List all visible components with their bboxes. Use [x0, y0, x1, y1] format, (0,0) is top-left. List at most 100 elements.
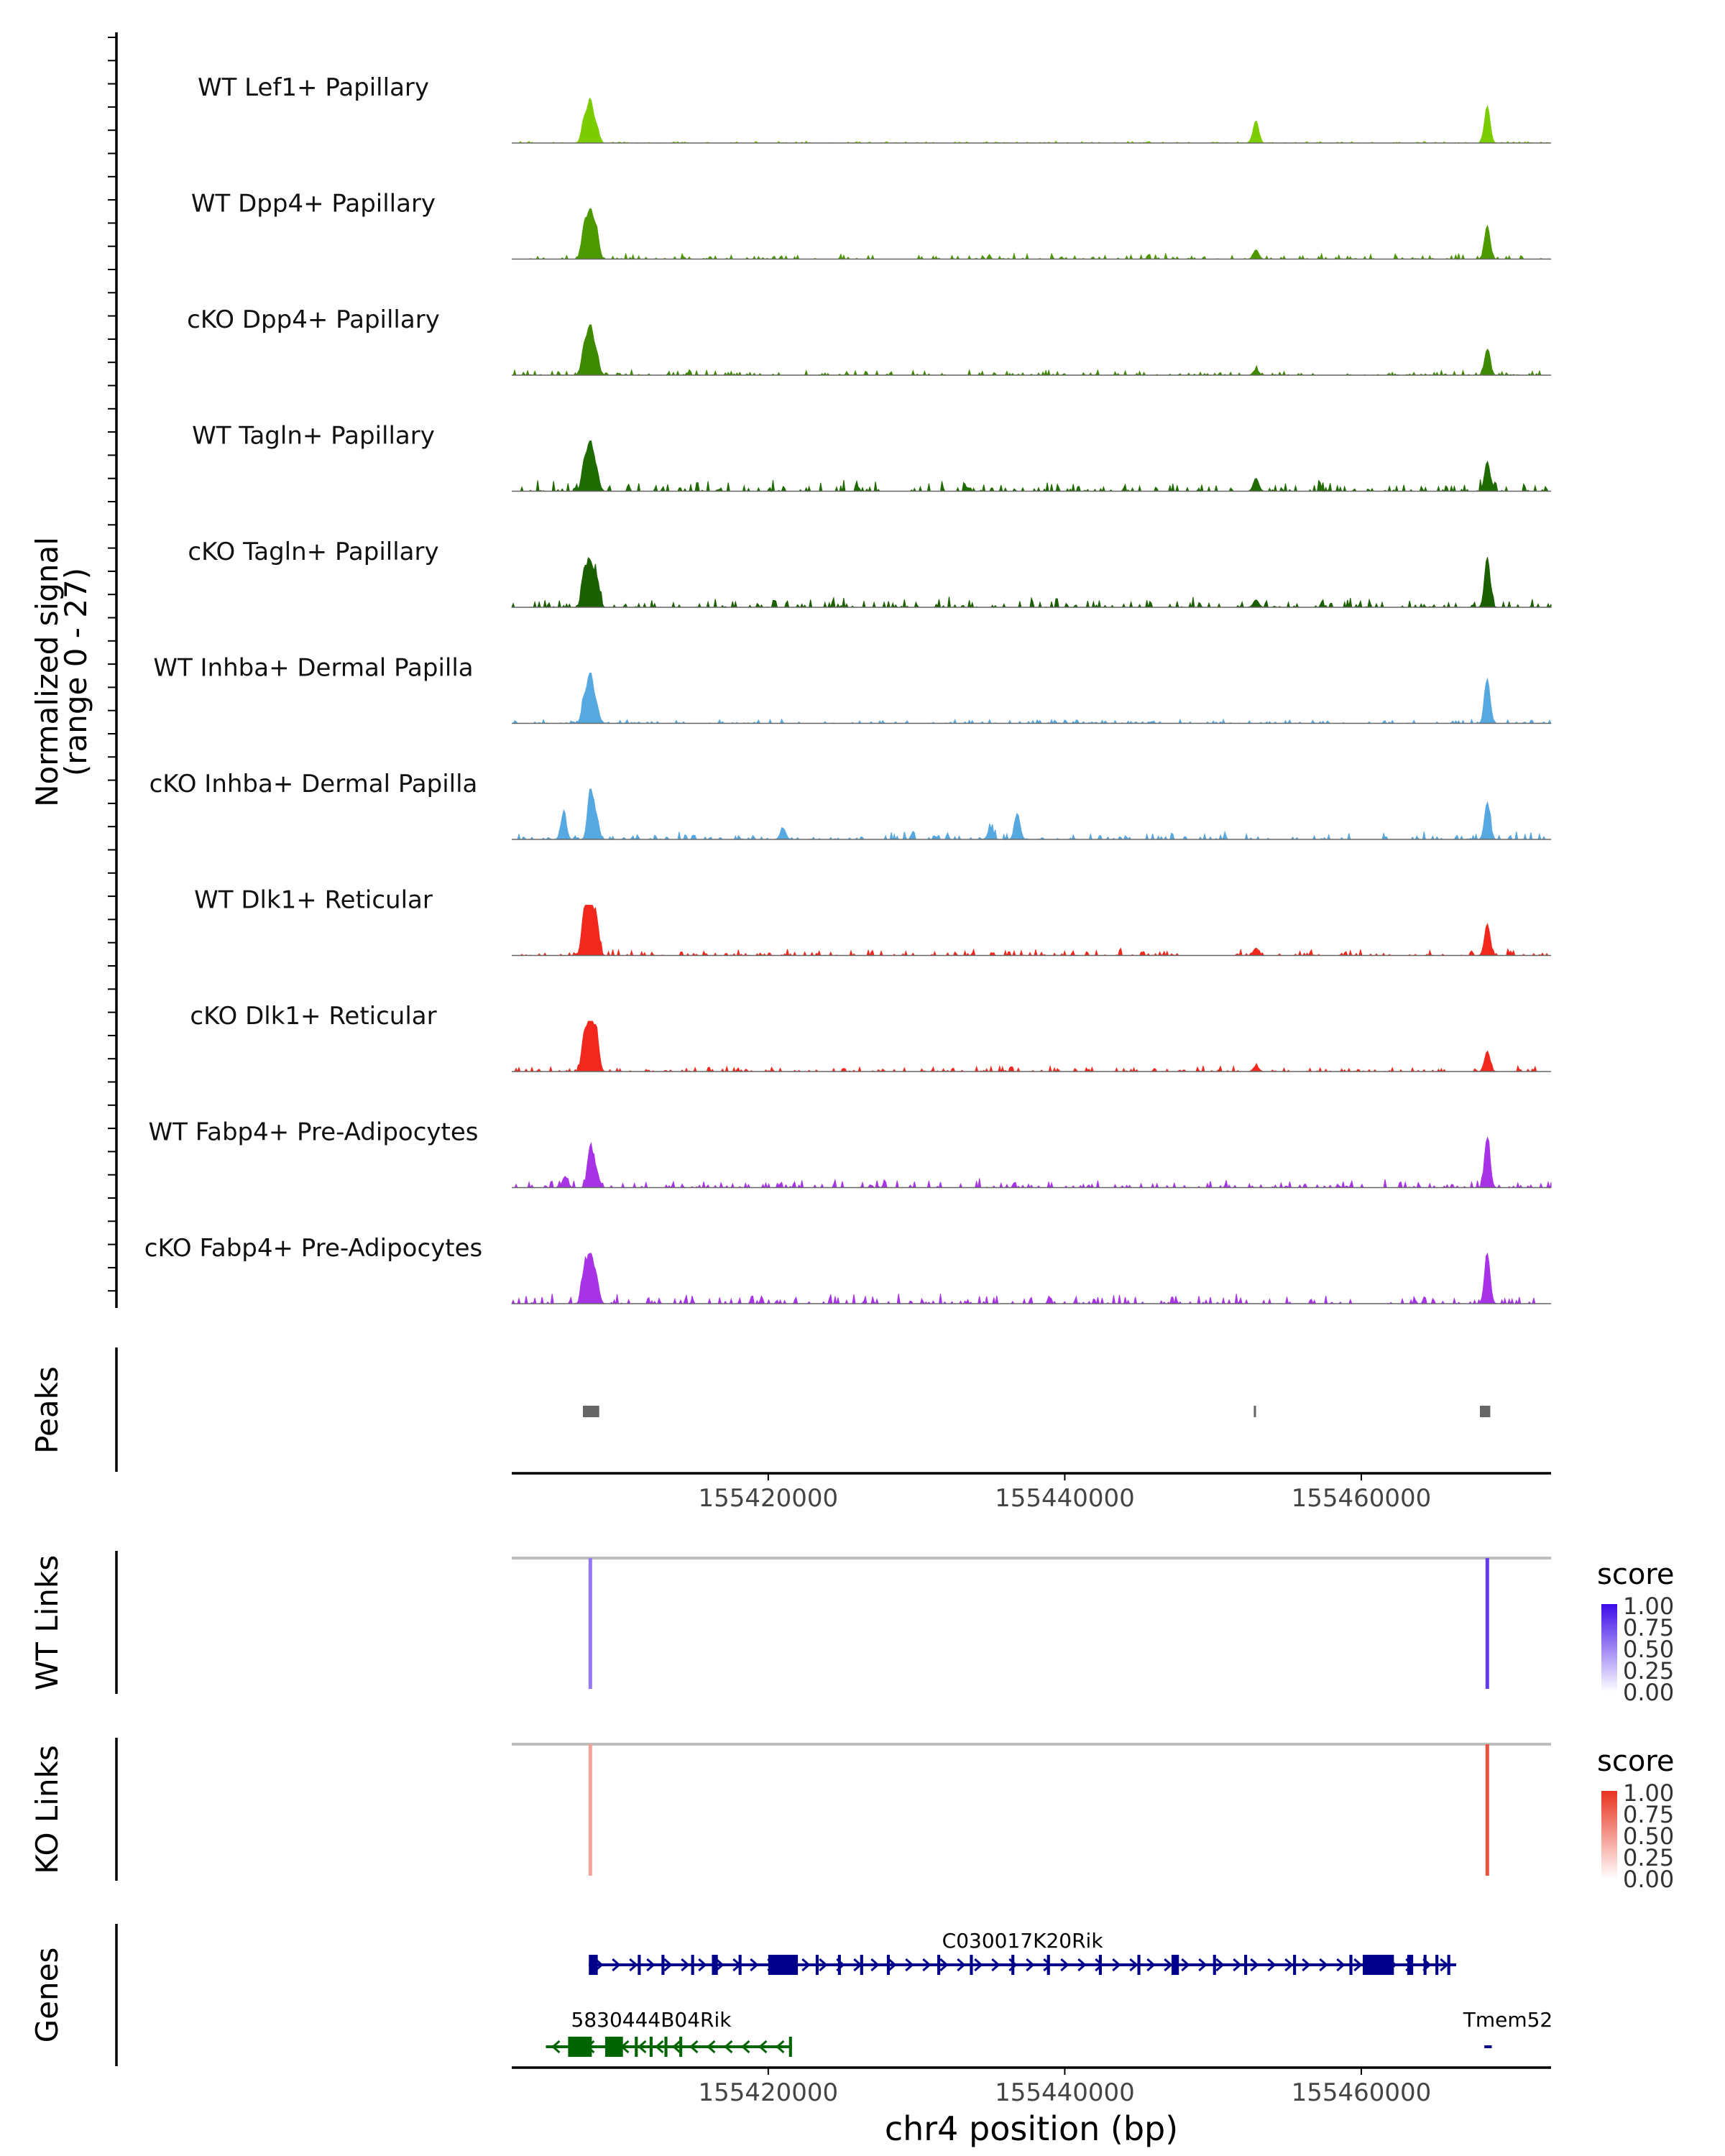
ko-legend-title: score — [1597, 1745, 1674, 1778]
exon — [1447, 1955, 1450, 1975]
x-tick-label-middle: 155440000 — [995, 1484, 1135, 1513]
coverage-track: cKO Tagln+ Papillary — [188, 538, 1552, 609]
legend-tick-label: 0.25 — [1623, 1844, 1674, 1871]
strand-arrow — [974, 1958, 983, 1972]
strand-arrow — [1077, 1958, 1087, 1972]
peak-regions — [583, 1406, 1491, 1417]
strand-arrow — [1250, 1958, 1259, 1972]
track-label: WT Inhba+ Dermal Papilla — [153, 654, 473, 683]
exon — [1046, 1955, 1050, 1975]
strand-arrow — [629, 1958, 638, 1972]
track-label: cKO Tagln+ Papillary — [188, 538, 438, 566]
strand-arrow — [1181, 1958, 1190, 1972]
track-label: WT Fabp4+ Pre-Adipocytes — [149, 1118, 479, 1147]
exon — [679, 2037, 683, 2057]
ko-legend-colorbar — [1601, 1791, 1617, 1879]
strand-arrow — [905, 1958, 914, 1972]
y-axis-title-line1: Normalized signal — [29, 537, 65, 807]
track-label: WT Lef1+ Papillary — [198, 73, 429, 102]
wt-links — [588, 1558, 1489, 1689]
coverage-track: cKO Inhba+ Dermal Papilla — [150, 770, 1551, 841]
strand-arrow — [689, 2040, 699, 2054]
wt-legend-title: score — [1597, 1558, 1674, 1591]
legend-tick-label: 1.00 — [1623, 1593, 1674, 1620]
exon — [738, 1955, 742, 1975]
coverage-track: WT Lef1+ Papillary — [198, 73, 1551, 144]
x-tick-label-middle: 155420000 — [699, 1484, 839, 1513]
track-label: cKO Fabp4+ Pre-Adipocytes — [144, 1234, 483, 1263]
exon — [886, 1955, 891, 1975]
wt-legend-colorbar — [1601, 1604, 1617, 1692]
strand-arrow — [681, 1958, 690, 1972]
exon — [649, 2037, 653, 2057]
strand-arrow — [663, 1958, 673, 1972]
strand-arrow — [1095, 1958, 1104, 1972]
strand-arrow — [1112, 1958, 1121, 1972]
strand-arrow — [801, 1958, 811, 1972]
strand-arrow — [750, 1958, 759, 1972]
x-tick-label-middle: 155460000 — [1292, 1484, 1432, 1513]
exon — [589, 1955, 598, 1975]
strand-arrow — [1215, 1958, 1225, 1972]
exon — [970, 1955, 973, 1975]
strand-arrow — [1336, 1958, 1346, 1972]
x-axis-title: chr4 position (bp) — [885, 2109, 1178, 2148]
strand-arrow — [1146, 1958, 1156, 1972]
strand-arrow — [1440, 1958, 1449, 1972]
exon — [837, 1955, 841, 1975]
coverage-track: WT Dpp4+ Papillary — [191, 190, 1551, 261]
exon — [661, 1955, 665, 1975]
exon — [1213, 1955, 1216, 1975]
ko-legend-ticks: 1.000.750.500.250.00 — [1623, 1779, 1674, 1893]
coverage-track: WT Tagln+ Papillary — [192, 422, 1551, 493]
coverage-track: cKO Fabp4+ Pre-Adipocytes — [144, 1234, 1551, 1305]
coverage-track: WT Inhba+ Dermal Papilla — [153, 654, 1552, 724]
strand-arrow — [870, 1958, 880, 1972]
strand-arrow — [646, 1958, 656, 1972]
exon — [635, 2037, 638, 2057]
exon — [1098, 1955, 1102, 1975]
legend-tick-label: 0.00 — [1623, 1866, 1674, 1893]
exon — [1137, 1955, 1141, 1975]
strand-arrow — [1198, 1958, 1208, 1972]
legend-tick-label: 1.00 — [1623, 1779, 1674, 1807]
exon — [768, 1955, 799, 1975]
legend-tick-label: 0.50 — [1623, 1823, 1674, 1850]
exon — [1171, 1955, 1179, 1975]
legend-tick-label: 0.75 — [1623, 1801, 1674, 1828]
exon — [860, 1955, 863, 1975]
gene-model: 5830444B04Rik — [546, 2008, 792, 2057]
legend-tick-label: 0.00 — [1623, 1679, 1674, 1706]
strand-arrow — [819, 1958, 828, 1972]
exon — [1407, 1955, 1414, 1975]
gene-models: C030017K20Rik 5830444B04Rik Tmem52 — [546, 1929, 1552, 2057]
x-tick-label-bottom: 155420000 — [699, 2078, 839, 2107]
track-label: WT Dlk1+ Reticular — [194, 886, 433, 915]
gene-model: Tmem52 — [1463, 2008, 1553, 2048]
strand-arrow — [1026, 1958, 1035, 1972]
peak-region — [1479, 1406, 1491, 1417]
gene-label: C030017K20Rik — [942, 1929, 1104, 1953]
legend-tick-label: 0.75 — [1623, 1614, 1674, 1641]
strand-arrow — [1267, 1958, 1276, 1972]
strand-arrow — [1043, 1958, 1052, 1972]
exon — [937, 1955, 941, 1975]
gene-label: 5830444B04Rik — [571, 2008, 732, 2032]
gene-label: Tmem52 — [1463, 2008, 1553, 2032]
strand-arrow — [741, 2040, 750, 2054]
strand-arrow — [991, 1958, 1000, 1972]
strand-arrow — [1060, 1958, 1070, 1972]
track-label: cKO Dlk1+ Reticular — [190, 1002, 436, 1031]
coverage-track: WT Dlk1+ Reticular — [194, 886, 1551, 957]
exon — [664, 2037, 668, 2057]
track-label: cKO Inhba+ Dermal Papilla — [150, 770, 478, 798]
x-tick-label-bottom: 155460000 — [1292, 2078, 1432, 2107]
strand-arrow — [776, 2040, 785, 2054]
track-label: WT Tagln+ Papillary — [192, 422, 435, 451]
strand-arrow — [715, 1958, 724, 1972]
x-axis-middle: 155420000 155440000 155460000 — [699, 1473, 1432, 1513]
strand-arrow — [724, 2040, 733, 2054]
genes-panel-label: Genes — [29, 1948, 65, 2043]
track-label: cKO Dpp4+ Papillary — [187, 305, 440, 334]
